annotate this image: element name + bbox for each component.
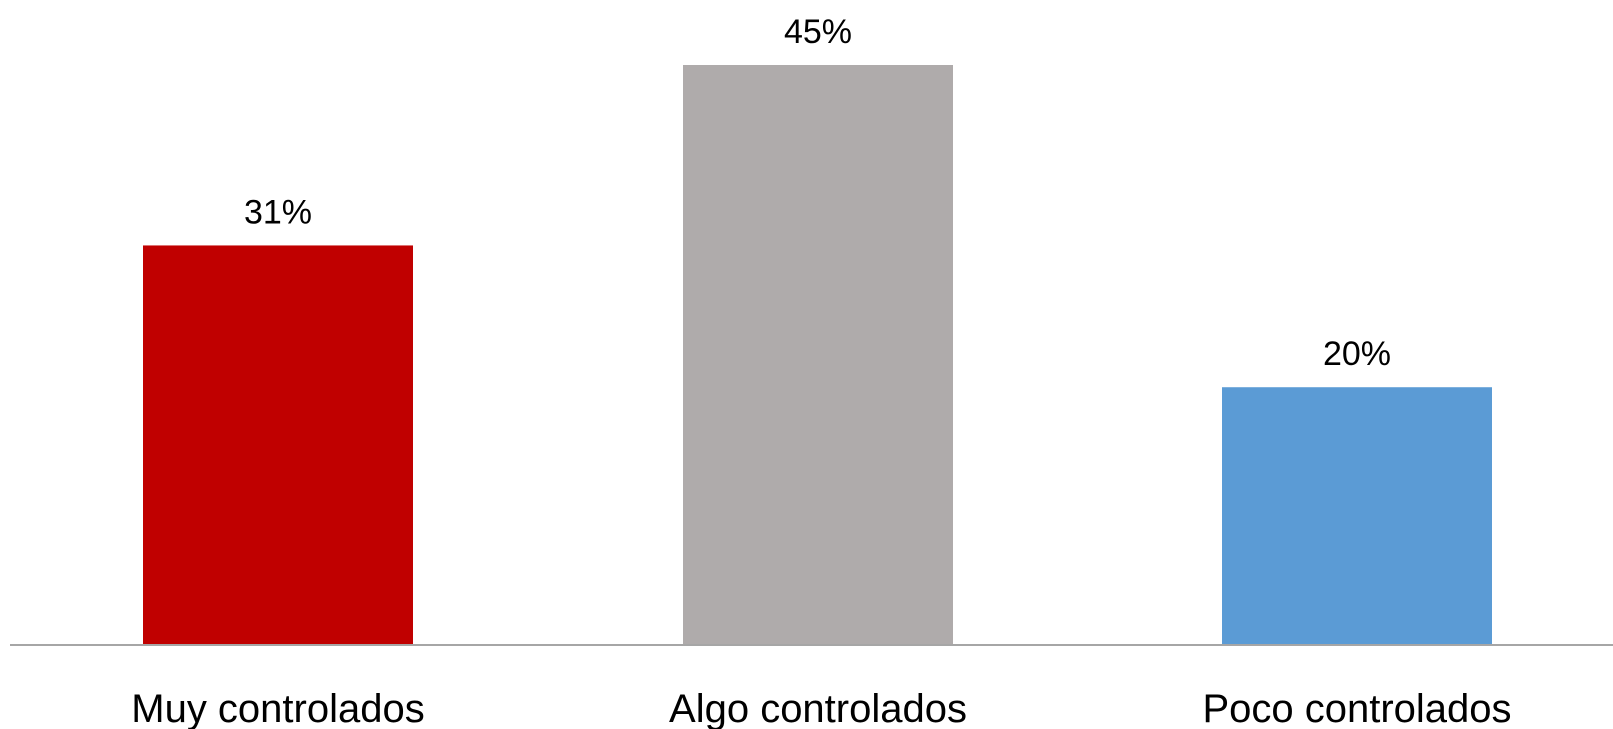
data-label-0: 31% [244,193,312,231]
bar-1 [683,65,953,645]
category-label-1: Algo controlados [669,687,967,729]
data-labels-group: 31% 45% 20% [244,13,1391,373]
bar-2 [1222,387,1492,645]
bars-group [143,65,1492,645]
category-label-0: Muy controlados [131,687,424,729]
category-label-2: Poco controlados [1202,687,1511,729]
category-labels-group: Muy controlados Algo controlados Poco cont… [131,687,1511,729]
data-label-2: 20% [1323,335,1391,373]
data-label-1: 45% [784,13,852,51]
bar-0 [143,245,413,645]
